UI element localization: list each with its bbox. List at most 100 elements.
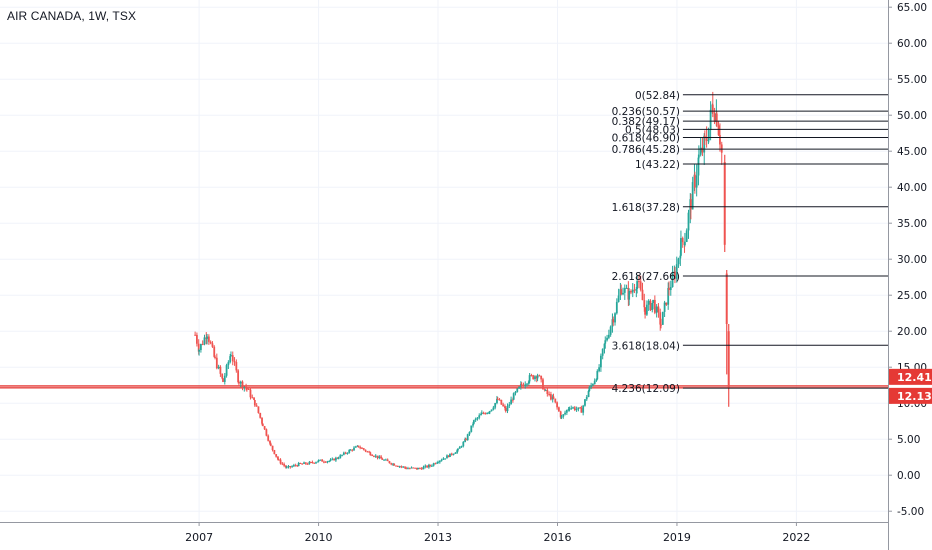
candle-body <box>478 415 481 418</box>
candle-body <box>326 461 329 463</box>
fibonacci-extension-tool[interactable]: 0(52.84) 0.236(50.57)0.382(49.17)0.5(48.0… <box>612 90 888 395</box>
candle-body <box>598 367 601 372</box>
candle-body <box>538 375 541 377</box>
candle-body <box>641 289 644 301</box>
candle-body <box>283 464 286 466</box>
candle-body <box>393 463 396 466</box>
candle-body <box>231 355 234 362</box>
candle-body <box>213 346 216 357</box>
candle-body <box>711 104 714 113</box>
candle-body <box>720 144 723 153</box>
candle-body <box>346 452 349 454</box>
candle-body <box>450 453 453 455</box>
candle-body <box>229 356 232 363</box>
y-tick-label: 50.00 <box>897 110 927 122</box>
candle-body <box>580 407 583 413</box>
candle-body <box>568 408 571 410</box>
candle-body <box>354 446 357 448</box>
candle-body <box>296 465 299 467</box>
candle-body <box>519 384 522 387</box>
candle-body <box>430 465 433 467</box>
candle-body <box>304 462 307 464</box>
candle-body <box>255 405 258 407</box>
candle-body <box>552 396 555 399</box>
candle-body <box>285 465 287 468</box>
candle-body <box>457 448 459 451</box>
candle-body <box>693 174 696 188</box>
candle-body <box>630 291 632 293</box>
candle-body <box>321 459 324 462</box>
candle-body <box>364 449 367 452</box>
candle-body <box>546 389 549 394</box>
candle-body <box>422 466 425 470</box>
candle-body <box>434 463 437 465</box>
candle-body <box>442 458 445 460</box>
candle-body <box>251 397 254 399</box>
x-tick-label: 2007 <box>185 531 213 544</box>
y-tick-label: 40.00 <box>897 182 927 194</box>
candle-body <box>333 458 335 461</box>
candle-body <box>528 375 531 382</box>
candle-body <box>285 467 288 469</box>
candle-body <box>595 379 598 381</box>
x-tick-label: 2013 <box>424 531 452 544</box>
candle-body <box>380 456 382 459</box>
candle-body <box>689 199 692 210</box>
candle-body <box>366 451 369 453</box>
candle-body <box>679 255 682 259</box>
candle-body <box>368 451 371 453</box>
candle-body <box>607 334 610 338</box>
candle-body <box>303 462 305 464</box>
candle-body <box>196 334 198 344</box>
candle-body <box>427 464 430 468</box>
candle-body <box>524 384 527 387</box>
candle-body <box>557 407 560 412</box>
candle-body <box>374 455 377 457</box>
candle-body <box>378 456 381 459</box>
candle-body <box>279 459 282 464</box>
candle-body <box>341 454 343 456</box>
y-tick-label: 0.00 <box>897 470 920 482</box>
candle-body <box>392 463 394 465</box>
candle-body <box>504 407 507 412</box>
candle-body <box>201 344 204 346</box>
candle-body <box>585 397 588 400</box>
candle-body <box>396 465 399 467</box>
candle-body <box>238 382 240 384</box>
candle-body <box>263 426 266 430</box>
candle-body <box>687 212 690 231</box>
candle-body <box>243 386 246 389</box>
y-tick-label: 30.00 <box>897 254 927 266</box>
candle-body <box>596 371 599 380</box>
candle-body <box>703 135 706 153</box>
candle-body <box>454 452 457 454</box>
candle-body <box>514 391 517 394</box>
candle-body <box>655 306 658 313</box>
candle-body <box>488 412 490 414</box>
candle-body <box>383 459 385 461</box>
candle-body <box>348 450 351 453</box>
candle-body <box>381 458 384 460</box>
candle-body <box>412 467 415 469</box>
candle-body <box>628 291 631 300</box>
fib-level-label: 4.236(12.09) <box>612 383 680 395</box>
candle-body <box>599 355 602 368</box>
horizontal-line-group[interactable] <box>0 385 888 389</box>
candle-body <box>402 466 405 468</box>
candle-body <box>623 288 626 293</box>
price-badge-label: 12.41 <box>897 371 932 384</box>
fib-level-label: 2.618(27.66) <box>612 271 680 283</box>
candle-body <box>502 404 505 407</box>
candle-body <box>644 307 646 315</box>
y-axis-panel[interactable] <box>888 0 932 550</box>
candle-body <box>384 459 387 461</box>
candle-body <box>294 465 297 467</box>
candle-body <box>601 348 604 356</box>
candle-body <box>536 375 539 379</box>
candle-body <box>480 412 483 414</box>
candle-body <box>511 399 514 401</box>
candle-body <box>572 407 574 409</box>
candle-body <box>426 465 428 468</box>
